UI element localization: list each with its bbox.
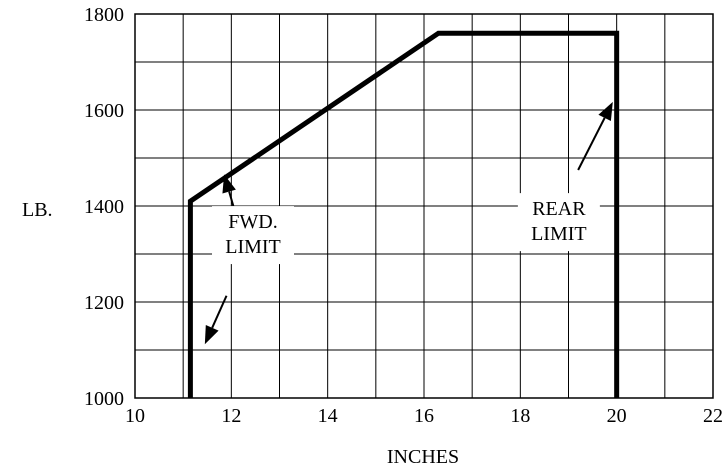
plot-frame [134, 13, 714, 399]
fwd-label-line-1: LIMIT [225, 236, 281, 258]
fwd-arrow-head-1 [204, 324, 219, 345]
x-tick-label-14: 14 [318, 405, 338, 427]
x-tick-label-20: 20 [607, 405, 627, 427]
rear-label-line-1: LIMIT [531, 223, 587, 245]
fwd-label-line-0: FWD. [228, 211, 277, 233]
grid [134, 13, 714, 399]
rear-label-bg [517, 193, 600, 252]
rear-arrow-shaft-0 [577, 117, 606, 171]
y-axis-label: LB. [22, 199, 53, 221]
x-tick-label-10: 10 [125, 405, 145, 427]
fwd-arrow-shaft-1 [211, 295, 228, 329]
x-tick-label-18: 18 [510, 405, 530, 427]
y-tick-label-1600: 1600 [84, 100, 124, 122]
y-tick-label-1400: 1400 [84, 196, 124, 218]
series-layer [187, 30, 620, 399]
y-tick-label-1000: 1000 [84, 388, 124, 410]
y-tick-label-1800: 1800 [84, 4, 124, 26]
x-axis-label: INCHES [387, 446, 459, 467]
y-tick-label-1200: 1200 [84, 292, 124, 314]
annotation-layer: FWD. LIMIT REAR LIMIT [204, 101, 613, 345]
fwd-label-bg [212, 206, 295, 265]
x-tick-label-16: 16 [414, 405, 434, 427]
x-tick-label-12: 12 [221, 405, 241, 427]
fwd-arrow-head-0 [222, 174, 236, 194]
x-tick-label-22: 22 [703, 405, 722, 427]
tick-labels: 10 12 14 16 18 20 22 1000 1200 1400 1600 1800 [84, 4, 722, 427]
rear-arrow-head-0 [598, 101, 613, 122]
rear-label-line-0: REAR [532, 198, 586, 220]
